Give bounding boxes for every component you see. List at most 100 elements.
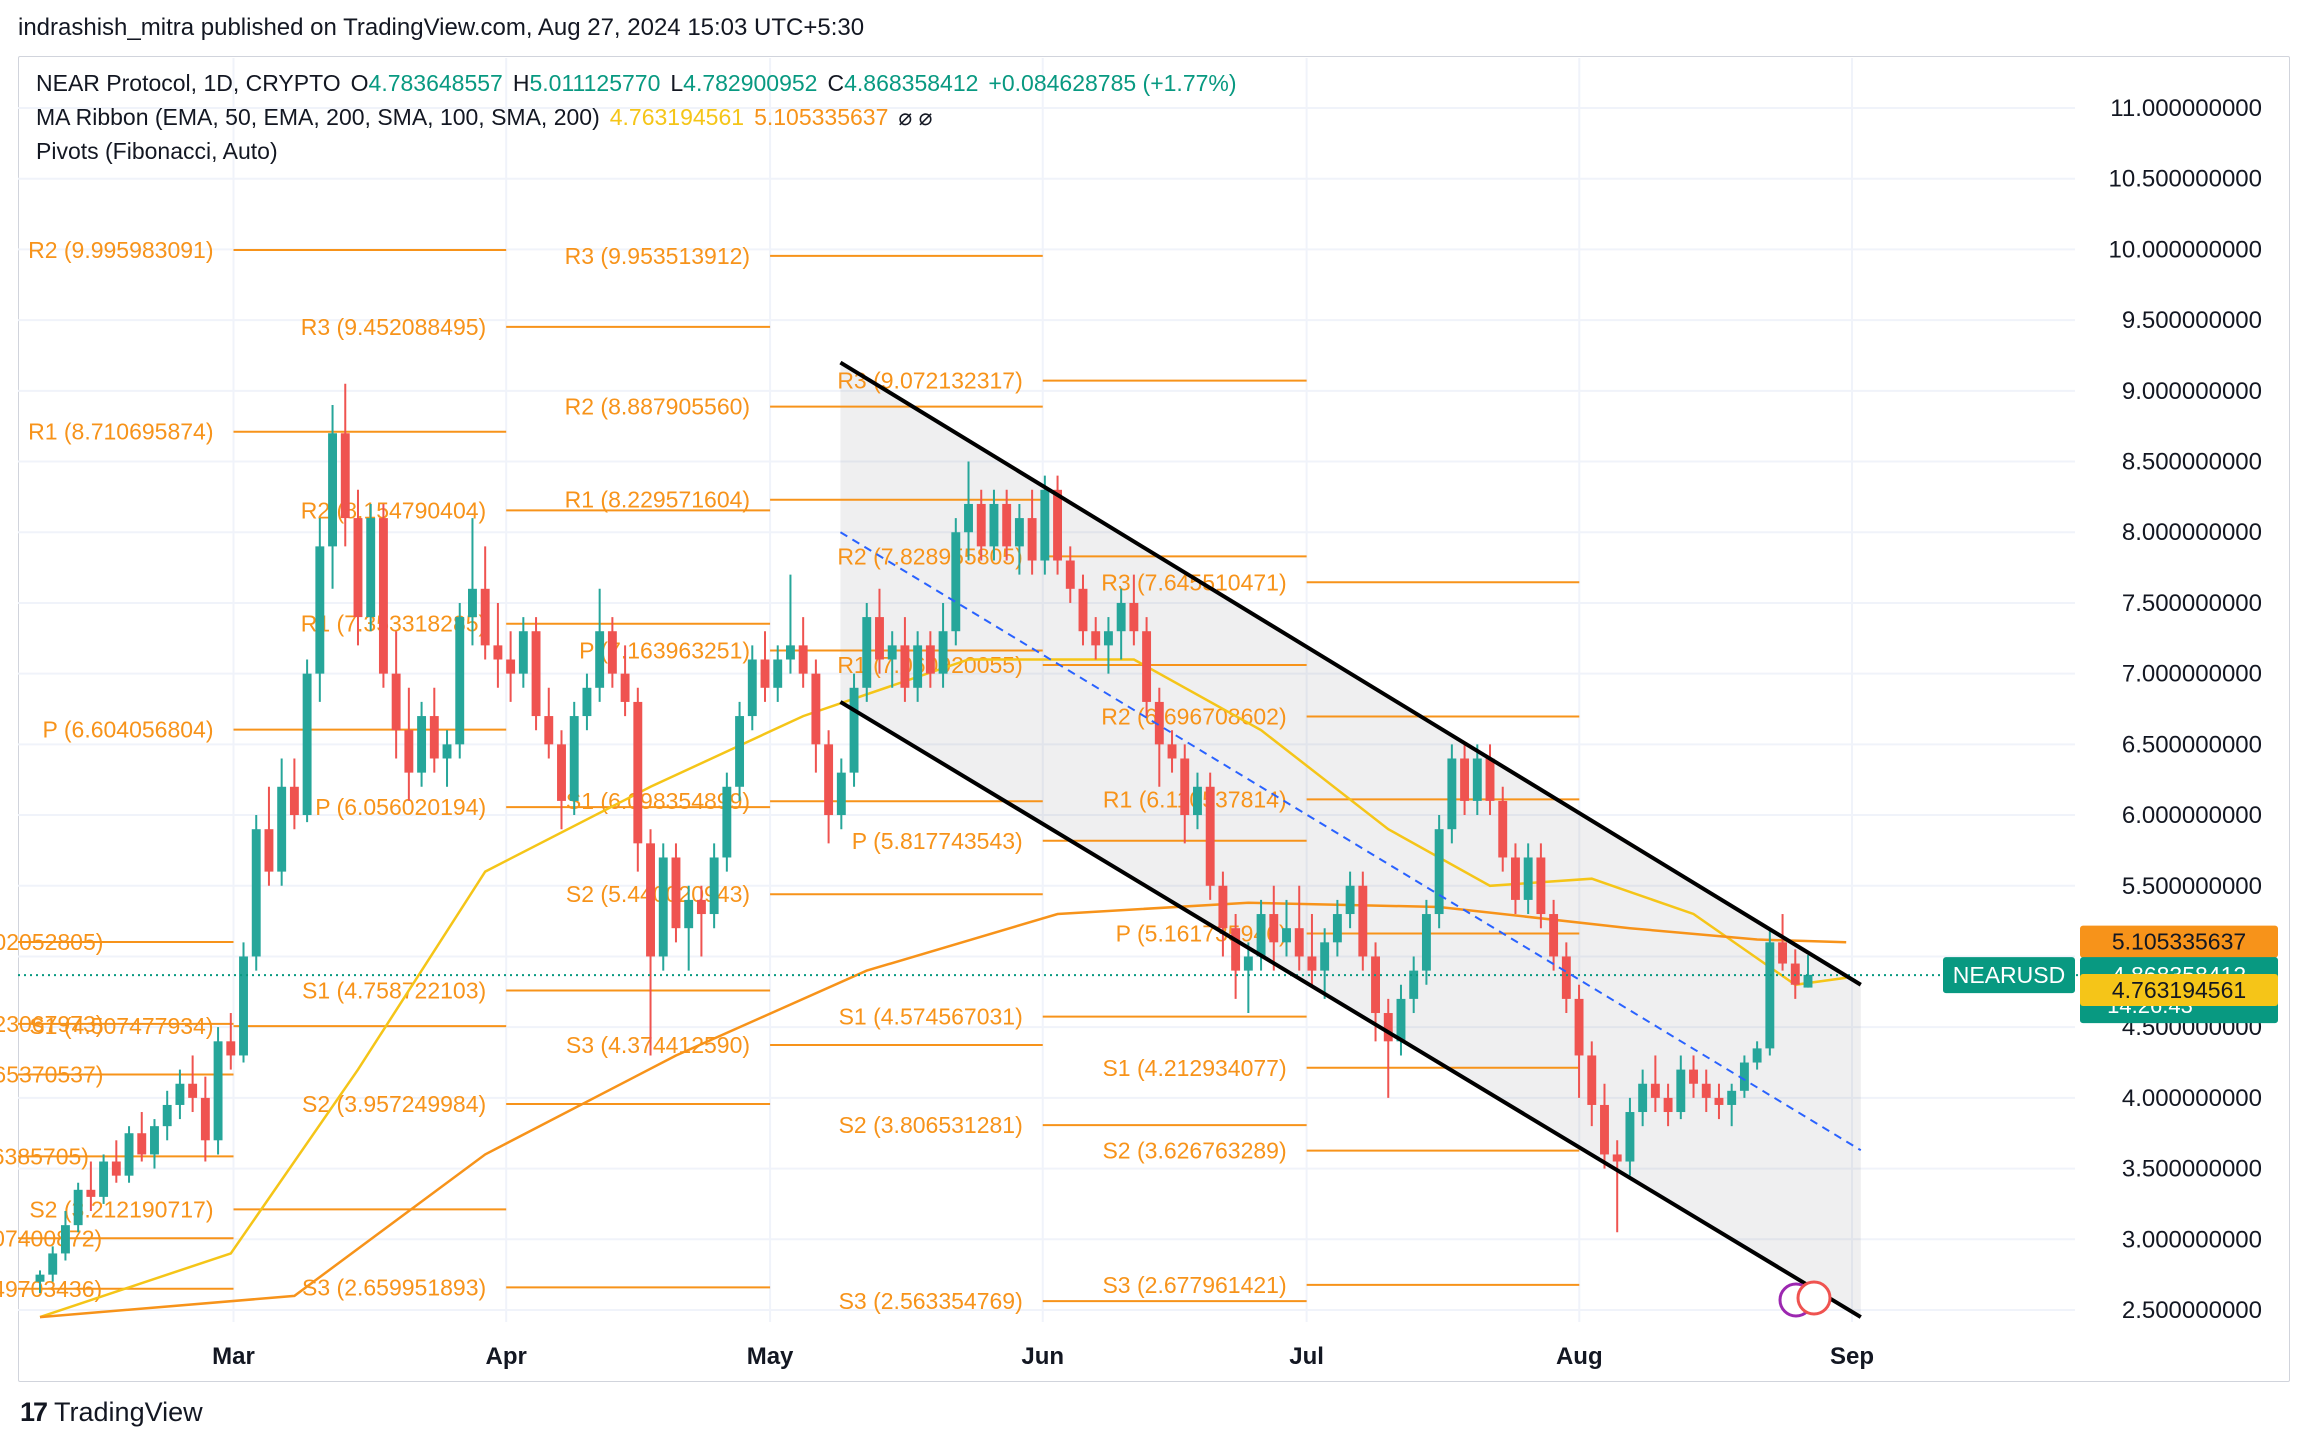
candle-body xyxy=(595,631,605,688)
candle-body xyxy=(506,659,516,674)
candle-body xyxy=(964,503,973,533)
y-tick-label: 8.000000000 xyxy=(2122,519,2262,546)
candle-body xyxy=(442,744,452,759)
candle-body xyxy=(1600,1104,1609,1155)
candle-body xyxy=(1778,942,1788,964)
pivot-level-label: R1 (8.710695874) xyxy=(28,419,213,445)
candle-body xyxy=(1193,786,1202,816)
y-tick-label: 6.000000000 xyxy=(2122,802,2262,829)
candle-body xyxy=(493,645,503,660)
y-tick-label: 8.500000000 xyxy=(2122,449,2262,476)
candle-body xyxy=(1294,928,1304,957)
candle-body xyxy=(875,617,884,660)
x-tick-label: Apr xyxy=(486,1343,527,1370)
candle-body xyxy=(1638,1083,1648,1113)
pivot-level-label: R3 (9.452088495) xyxy=(301,314,486,340)
ma-tag-lower-label: 4.763194561 xyxy=(2112,977,2246,1003)
legend-pivots: Pivots (Fibonacci, Auto) xyxy=(36,138,278,164)
candle-body xyxy=(391,673,401,731)
candle-body xyxy=(1167,744,1177,759)
y-tick-label: 6.500000000 xyxy=(2122,731,2262,758)
tradingview-logo-icon: 17 xyxy=(20,1397,48,1427)
candle-body xyxy=(620,673,630,702)
candle-body xyxy=(429,716,439,759)
pivot-level-label: R2 (4.523067973) xyxy=(0,1011,103,1037)
legend-h-label: H xyxy=(512,70,530,96)
candle-body xyxy=(315,546,325,674)
moving-averages xyxy=(39,658,1847,1319)
pivot-level-label: S3 (2.659951893) xyxy=(302,1274,486,1300)
pivot-level-label: S2 (3.957249984) xyxy=(302,1091,486,1117)
candle-body xyxy=(1612,1154,1622,1162)
candle-body xyxy=(1676,1069,1686,1113)
candle-body xyxy=(1561,956,1571,999)
candle-body xyxy=(1142,631,1152,702)
candle-body xyxy=(1396,998,1406,1042)
candle-body xyxy=(455,617,465,745)
candle-body xyxy=(798,645,808,674)
candle-body xyxy=(1587,1055,1597,1105)
candle-body xyxy=(811,673,821,745)
legend-line-2: MA Ribbon (EMA, 50, EMA, 200, SMA, 100, … xyxy=(36,104,942,131)
candle-body xyxy=(1523,857,1533,900)
pivot-level-label: R3 (9.072132317) xyxy=(837,368,1022,394)
candle-body xyxy=(773,659,783,688)
candle-body xyxy=(582,687,592,717)
candle-body xyxy=(137,1133,147,1155)
candle-body xyxy=(302,673,312,816)
candle-body xyxy=(913,645,923,688)
y-tick-label: 4.000000000 xyxy=(2122,1085,2262,1112)
candle-body xyxy=(1409,970,1419,999)
candle-body xyxy=(378,518,388,674)
candle-body xyxy=(1231,928,1241,971)
y-tick-label: 3.500000000 xyxy=(2122,1156,2262,1183)
candle-body xyxy=(989,503,999,547)
candle-body xyxy=(1383,1013,1393,1042)
candle-body xyxy=(976,503,986,547)
candle-body xyxy=(1243,956,1253,971)
candle-body xyxy=(340,433,350,519)
pivot-level-label: R3 (7.645510471) xyxy=(1101,569,1286,595)
candle-body xyxy=(735,716,745,787)
candle-body xyxy=(366,518,376,618)
candle-body xyxy=(1116,602,1126,632)
candle-body xyxy=(1014,518,1024,547)
candle-body xyxy=(175,1083,185,1105)
candle-body xyxy=(1091,631,1101,646)
candle-body xyxy=(353,518,363,618)
pivot-level-label: P (5.817743543) xyxy=(852,828,1023,854)
candle-body xyxy=(1180,758,1190,816)
pivot-level-label: P (3.586385705) xyxy=(0,1143,89,1169)
candle-body xyxy=(696,899,706,915)
candle-body xyxy=(99,1161,109,1197)
tradingview-brand[interactable]: 17 TradingView xyxy=(20,1397,203,1428)
channel-lines xyxy=(839,360,1862,1319)
y-tick-label: 9.500000000 xyxy=(2122,307,2262,334)
candle-body xyxy=(633,701,643,844)
candle-body xyxy=(1345,885,1355,915)
legend-ma-na: ⌀ ⌀ xyxy=(898,104,933,130)
x-tick-label: Mar xyxy=(212,1343,255,1370)
candle-body xyxy=(900,645,910,688)
candle-body xyxy=(925,645,935,674)
pivot-level-label: P (6.604056804) xyxy=(43,717,214,743)
candle-body xyxy=(557,744,566,801)
pivot-level-label: S1 (4.758722103) xyxy=(302,978,486,1004)
candle-body xyxy=(1282,928,1291,943)
pivot-level-label: S2 (3.806531281) xyxy=(839,1112,1023,1138)
candle-body xyxy=(518,631,528,674)
candle-body xyxy=(862,617,872,688)
candle-body xyxy=(1205,786,1215,886)
candle-body xyxy=(938,631,948,674)
candle-body xyxy=(709,857,719,915)
candle-body xyxy=(86,1189,96,1197)
legend-c-label: C xyxy=(827,70,845,96)
legend-low: 4.782900952 xyxy=(683,70,818,96)
x-tick-label: Aug xyxy=(1556,1343,1603,1370)
ma-tag-upper xyxy=(2080,925,2278,958)
candle-body xyxy=(48,1253,58,1275)
candle-body xyxy=(124,1133,134,1176)
candle-body xyxy=(569,716,579,801)
pivot-level-label: P (7.163963251) xyxy=(579,637,750,663)
